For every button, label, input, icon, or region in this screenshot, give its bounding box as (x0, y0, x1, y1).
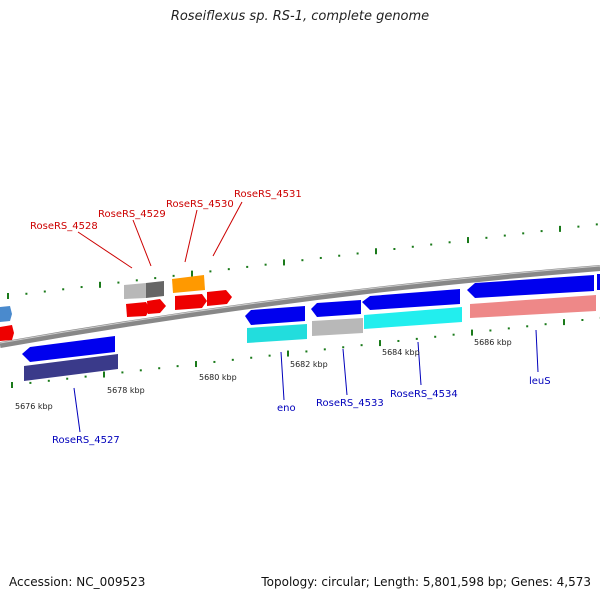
gene-label[interactable]: RoseRS_4528 (30, 221, 98, 232)
gene-features-top (0, 274, 600, 343)
gene-left-edge[interactable] (0, 306, 12, 322)
kbp-label: 5678 kbp (107, 386, 145, 395)
gene-label[interactable]: RoseRS_4533 (316, 398, 384, 409)
gene-navy[interactable] (24, 354, 118, 381)
gene-rosers-4530[interactable] (172, 275, 205, 293)
gene-rosers-4531[interactable] (207, 290, 232, 306)
gene-features-bottom (22, 336, 118, 381)
tick-marks-lower (11, 316, 600, 388)
gene-blue-3[interactable] (362, 289, 460, 310)
gene-eno[interactable] (247, 324, 307, 343)
gene-red-c[interactable] (175, 294, 207, 310)
page-title: Roseiflexus sp. RS-1, complete genome (170, 9, 430, 24)
label-leaders (73, 201, 539, 433)
gene-label[interactable]: RoseRS_4534 (390, 389, 458, 400)
gene-blue-1[interactable] (245, 306, 305, 325)
gene-label[interactable]: RoseRS_4531 (234, 189, 302, 200)
gene-blue-4[interactable] (467, 275, 594, 298)
tick-marks-upper (7, 223, 598, 299)
kbp-label: 5676 kbp (15, 402, 53, 411)
gene-labels-top: RoseRS_4528 RoseRS_4529 RoseRS_4530 Rose… (30, 189, 302, 232)
gene-label[interactable]: RoseRS_4529 (98, 209, 166, 220)
kbp-scale-labels: 5676 kbp 5678 kbp 5680 kbp 5682 kbp 5684… (15, 338, 512, 411)
kbp-label: 5686 kbp (474, 338, 512, 347)
gene-label[interactable]: RoseRS_4527 (52, 435, 120, 446)
kbp-label: 5680 kbp (199, 373, 237, 382)
kbp-label: 5682 kbp (290, 360, 328, 369)
gene-rosers-4528[interactable] (124, 283, 146, 299)
gene-blue-2[interactable] (311, 300, 361, 317)
topology-text: Topology: circular; Length: 5,801,598 bp… (261, 575, 591, 589)
gene-labels-bottom: RoseRS_4527 eno RoseRS_4533 RoseRS_4534 … (52, 376, 551, 446)
gene-rosers-4534[interactable] (364, 307, 462, 329)
gene-rosers-4533[interactable] (312, 318, 363, 336)
gene-rosers-4527[interactable] (22, 336, 115, 362)
accession-text: Accession: NC_009523 (9, 575, 146, 589)
genome-backbone (0, 265, 600, 348)
gene-red-a[interactable] (126, 302, 150, 317)
gene-label[interactable]: leuS (529, 376, 551, 387)
gene-rosers-4529[interactable] (146, 281, 164, 298)
gene-label[interactable]: RoseRS_4530 (166, 199, 234, 210)
gene-label[interactable]: eno (277, 403, 296, 414)
gene-left-edge-red[interactable] (0, 325, 14, 341)
gene-red-b[interactable] (147, 299, 166, 314)
gene-blue-5[interactable] (597, 274, 600, 290)
kbp-label: 5684 kbp (382, 348, 420, 357)
gene-leus[interactable] (470, 295, 596, 318)
